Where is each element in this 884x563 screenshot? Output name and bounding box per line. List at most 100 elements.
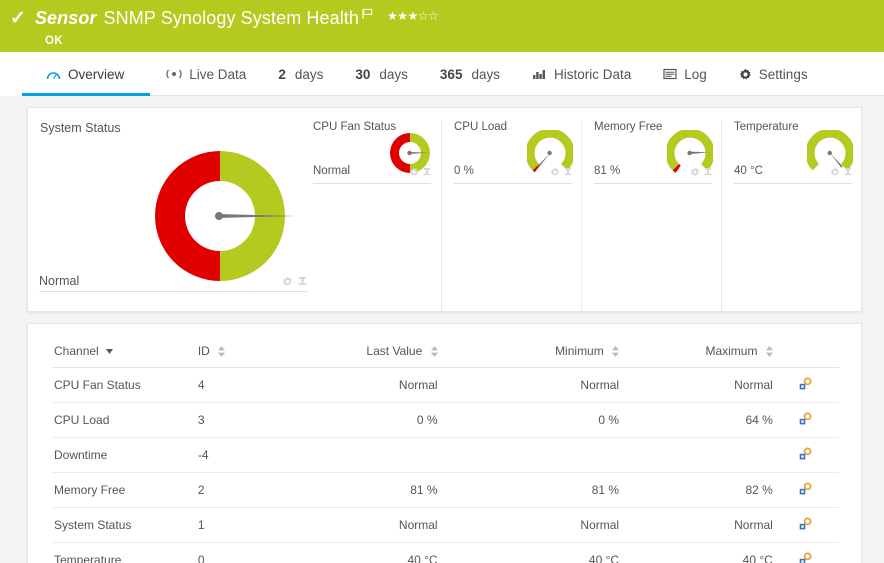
tab-log[interactable]: Log — [647, 52, 723, 96]
star-filled-group: ★★★ — [387, 9, 418, 23]
tab-label: days — [379, 66, 408, 82]
sensor-header: ✓ Sensor SNMP Synology System Health ★★★… — [0, 0, 884, 52]
gear-icon — [739, 68, 752, 81]
tab-num: 2 — [278, 66, 286, 82]
tab-live-data[interactable]: Live Data — [150, 52, 262, 96]
mini-gauge-cpu-fan-status: CPU Fan Status Normal — [301, 121, 441, 311]
table-row[interactable]: CPU Fan Status 4 Normal Normal Normal — [52, 367, 839, 403]
gear-icon[interactable] — [690, 167, 700, 177]
cell-minimum — [437, 437, 620, 473]
rating-stars[interactable]: ★★★☆☆ — [387, 9, 439, 23]
cpu-fan-status-gauge[interactable] — [387, 130, 433, 176]
cell-channel: Memory Free — [52, 472, 198, 508]
tab-2-days[interactable]: 2 days — [262, 52, 339, 96]
tab-label: days — [294, 66, 324, 82]
sort-arrows-icon — [612, 346, 620, 358]
mini-gauge-title: CPU Fan Status — [313, 121, 397, 133]
column-header-id[interactable]: ID — [197, 336, 284, 368]
cell-channel: CPU Load — [52, 402, 198, 438]
channel-settings-icon[interactable] — [799, 377, 812, 390]
gauge-icon — [46, 68, 61, 81]
column-header-maximum[interactable]: Maximum — [619, 336, 773, 368]
cell-minimum: 0 % — [437, 402, 620, 438]
sensor-type-label: Sensor — [34, 7, 97, 28]
cell-last-value — [283, 437, 438, 473]
sensor-header-title-row: ✓ Sensor SNMP Synology System Health ★★★… — [10, 6, 884, 30]
flag-icon[interactable] — [362, 6, 373, 24]
mini-gauge-memory-free: Memory Free 81 % — [581, 121, 721, 311]
tab-num: 30 — [355, 66, 371, 82]
column-header-channel[interactable]: Channel — [52, 336, 198, 368]
table-header-row: Channel ID Last Value — [52, 336, 839, 368]
tab-365-days[interactable]: 365 days — [424, 52, 516, 96]
mini-gauge-tools — [550, 167, 572, 177]
mini-gauge-title: Memory Free — [594, 121, 663, 133]
system-status-gauge[interactable] — [140, 136, 300, 306]
table-row[interactable]: CPU Load 3 0 % 0 % 64 % — [52, 402, 839, 438]
table-row[interactable]: Temperature 0 40 °C 40 °C 40 °C — [52, 542, 839, 563]
channels-table: Channel ID Last Value — [52, 336, 839, 563]
pin-icon[interactable] — [844, 167, 852, 177]
cell-id: 2 — [197, 472, 284, 508]
channel-settings-icon[interactable] — [799, 447, 812, 460]
tab-settings[interactable]: Settings — [723, 52, 824, 96]
cell-maximum: 40 °C — [619, 542, 773, 563]
channel-settings-icon[interactable] — [799, 412, 812, 425]
mini-gauges-row: CPU Fan Status Normal CPU Load — [301, 108, 861, 311]
column-label: Last Value — [366, 344, 423, 358]
memory-free-gauge[interactable] — [667, 130, 713, 176]
pin-icon[interactable] — [704, 167, 712, 177]
cell-actions — [772, 472, 839, 508]
column-label: Minimum — [555, 344, 604, 358]
tab-30-days[interactable]: 30 days — [339, 52, 424, 96]
column-header-minimum[interactable]: Minimum — [437, 336, 620, 368]
mini-gauge-title: CPU Load — [454, 121, 508, 133]
cell-id: 0 — [197, 542, 284, 563]
cell-maximum: 82 % — [619, 472, 773, 508]
live-data-icon — [166, 68, 182, 80]
cell-last-value: Normal — [283, 367, 438, 403]
pin-icon[interactable] — [298, 276, 307, 287]
gear-icon[interactable] — [282, 276, 293, 287]
mini-gauge-footer: 0 % — [454, 165, 572, 184]
mini-gauge-value: 81 % — [594, 165, 621, 177]
channel-settings-icon[interactable] — [799, 482, 812, 495]
cell-channel: System Status — [52, 507, 198, 543]
table-row[interactable]: Memory Free 2 81 % 81 % 82 % — [52, 472, 839, 508]
cell-maximum: Normal — [619, 367, 773, 403]
mini-gauge-title: Temperature — [734, 121, 799, 133]
mini-gauge-tools — [409, 167, 431, 177]
cell-maximum: Normal — [619, 507, 773, 543]
cell-actions — [772, 367, 839, 403]
channel-settings-icon[interactable] — [799, 552, 812, 563]
mini-gauge-footer: Normal — [313, 165, 431, 184]
tab-overview[interactable]: Overview — [22, 52, 151, 96]
tab-historic-data[interactable]: Historic Data — [516, 52, 647, 96]
main-gauge-tools — [282, 276, 307, 287]
star-empty-group: ☆☆ — [417, 9, 439, 23]
gear-icon[interactable] — [550, 167, 560, 177]
cell-last-value: 81 % — [283, 472, 438, 508]
table-row[interactable]: Downtime -4 — [52, 437, 839, 473]
cpu-load-gauge[interactable] — [527, 130, 573, 176]
sort-arrows-icon — [430, 346, 438, 358]
channel-settings-icon[interactable] — [799, 517, 812, 530]
cell-id: -4 — [197, 437, 284, 473]
sort-arrows-icon — [218, 346, 226, 358]
sort-arrows-icon — [765, 346, 773, 358]
column-header-last-value[interactable]: Last Value — [283, 336, 438, 368]
tab-label: Live Data — [189, 66, 247, 82]
log-icon — [663, 68, 677, 80]
cell-channel: CPU Fan Status — [52, 367, 198, 403]
table-row[interactable]: System Status 1 Normal Normal Normal — [52, 507, 839, 543]
mini-gauge-cpu-load: CPU Load 0 % — [441, 121, 581, 311]
gear-icon[interactable] — [830, 167, 840, 177]
check-icon: ✓ — [10, 7, 26, 29]
gear-icon[interactable] — [409, 167, 419, 177]
pin-icon[interactable] — [423, 167, 431, 177]
cell-channel: Downtime — [52, 437, 198, 473]
temperature-gauge[interactable] — [807, 130, 853, 176]
cell-channel: Temperature — [52, 542, 198, 563]
pin-icon[interactable] — [564, 167, 572, 177]
mini-gauge-footer: 81 % — [594, 165, 712, 184]
